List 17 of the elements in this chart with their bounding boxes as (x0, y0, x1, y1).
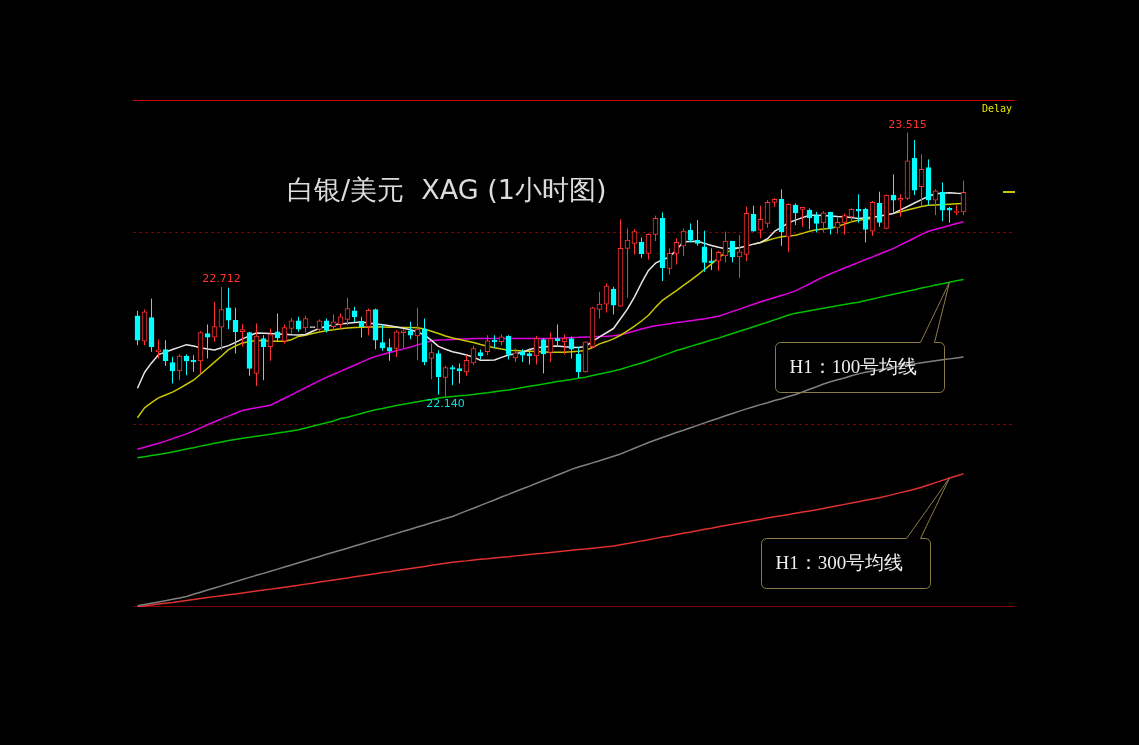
candlestick (897, 193, 904, 218)
candlestick (855, 193, 862, 224)
candlestick (708, 247, 715, 271)
candlestick (841, 212, 848, 236)
candlestick (155, 338, 162, 359)
annotation: 23.515 (888, 118, 927, 132)
candlestick (400, 328, 407, 349)
text: Delay (981, 102, 1012, 114)
text: 白银/美元 XAG (1小时图) (287, 174, 607, 206)
candlestick (449, 364, 456, 386)
annotation: 22.140 (426, 397, 465, 411)
candlestick (386, 338, 393, 362)
text: H1：100号均线 (789, 356, 918, 378)
candlestick (813, 211, 820, 233)
annotation: 22.712 (202, 272, 241, 286)
series-label: H1：300号均线 (775, 552, 904, 574)
candlestick (799, 206, 806, 228)
